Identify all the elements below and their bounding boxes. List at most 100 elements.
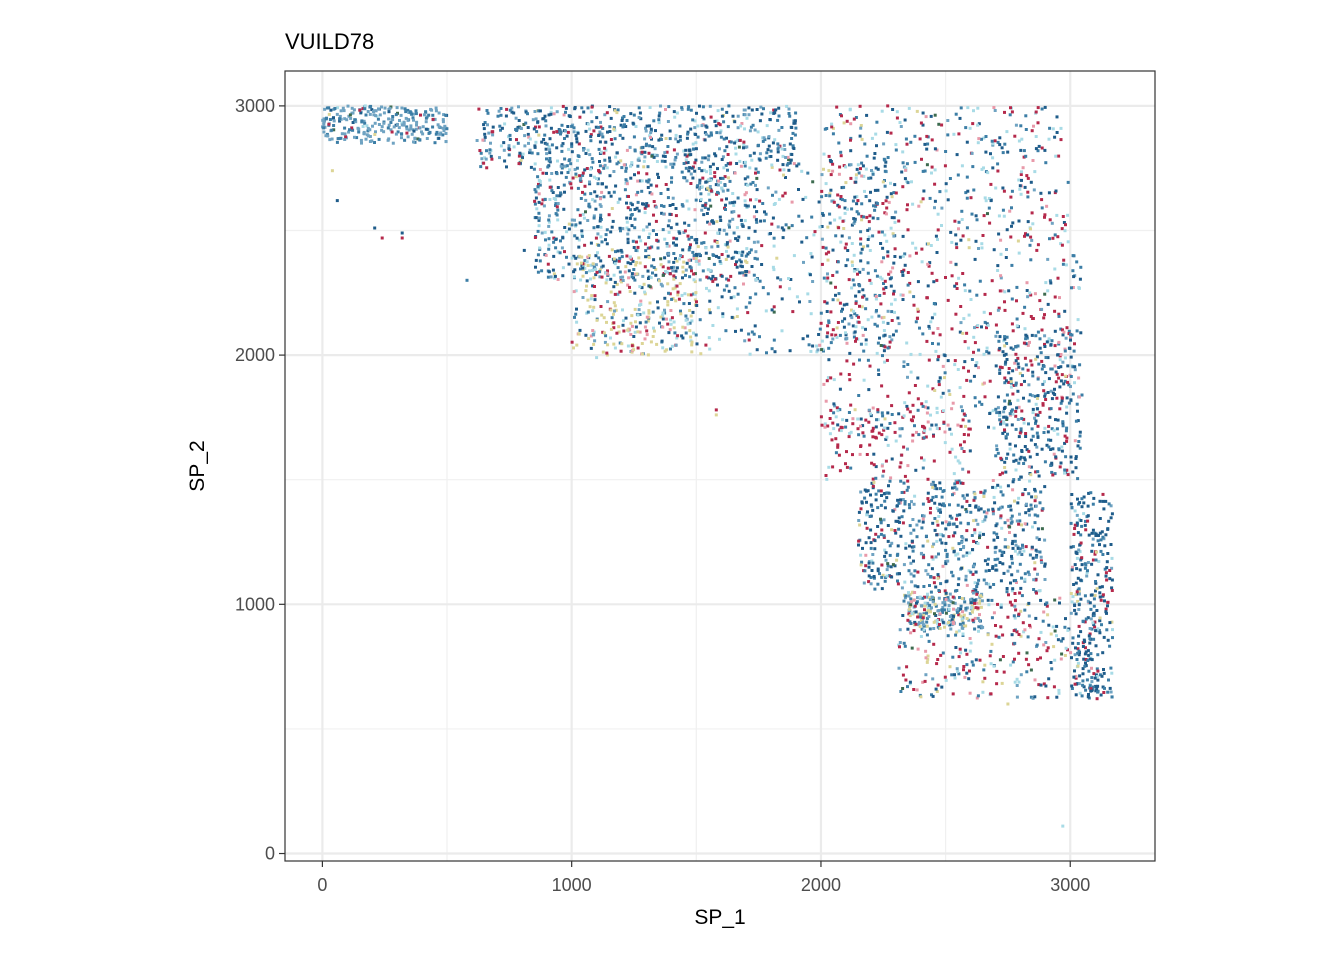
data-point xyxy=(1056,638,1060,642)
data-point xyxy=(734,263,737,266)
data-point xyxy=(770,347,774,351)
data-point xyxy=(1055,213,1059,217)
data-point xyxy=(999,422,1003,426)
data-point xyxy=(831,328,835,332)
data-point xyxy=(883,164,887,168)
data-point xyxy=(1096,689,1100,693)
data-point xyxy=(655,184,659,188)
data-point xyxy=(911,549,915,553)
data-point xyxy=(1017,219,1021,223)
data-point xyxy=(906,479,910,483)
data-point xyxy=(636,200,640,204)
data-point xyxy=(962,440,966,444)
data-point xyxy=(664,108,667,111)
data-point xyxy=(845,336,849,340)
data-point xyxy=(872,452,876,456)
data-point xyxy=(982,510,986,514)
data-point xyxy=(1024,114,1028,118)
data-point xyxy=(678,231,682,235)
data-point xyxy=(923,429,927,433)
data-point xyxy=(1061,262,1065,266)
data-point xyxy=(1081,672,1085,676)
data-point xyxy=(886,524,890,527)
data-point xyxy=(576,154,580,158)
data-point xyxy=(1083,620,1087,624)
data-point xyxy=(1072,254,1076,258)
data-point xyxy=(1043,342,1046,346)
data-point xyxy=(707,257,711,260)
data-point xyxy=(804,195,808,199)
data-point xyxy=(938,190,942,194)
data-point xyxy=(890,575,894,579)
data-point xyxy=(573,234,577,238)
data-point xyxy=(629,333,633,336)
data-point xyxy=(588,205,592,209)
data-point xyxy=(534,265,537,269)
data-point xyxy=(944,562,948,566)
data-point xyxy=(702,213,706,217)
data-point xyxy=(706,186,710,190)
data-point xyxy=(589,346,593,350)
data-point xyxy=(962,665,966,668)
data-point xyxy=(1017,461,1021,465)
data-point xyxy=(962,613,966,617)
data-point xyxy=(621,279,625,282)
data-point xyxy=(692,278,696,282)
data-point xyxy=(954,553,958,557)
data-point xyxy=(858,284,862,288)
data-point xyxy=(685,154,689,158)
data-point xyxy=(1001,493,1005,497)
data-point xyxy=(1101,499,1105,503)
data-point xyxy=(1070,286,1073,290)
data-point xyxy=(589,135,593,139)
data-point xyxy=(1022,396,1025,400)
data-point xyxy=(577,238,581,242)
data-point xyxy=(715,192,719,196)
data-point xyxy=(693,272,697,276)
data-point xyxy=(853,217,857,221)
data-point xyxy=(556,218,560,222)
data-point xyxy=(551,191,555,194)
data-point xyxy=(1034,402,1038,406)
data-point xyxy=(844,331,847,335)
data-point xyxy=(615,162,619,166)
data-point xyxy=(988,312,992,316)
data-point xyxy=(558,194,562,198)
data-point xyxy=(883,506,887,510)
data-point xyxy=(1095,609,1099,612)
data-point xyxy=(853,408,857,412)
data-point xyxy=(864,553,868,557)
data-point xyxy=(1021,528,1025,532)
data-point xyxy=(888,340,892,344)
data-point xyxy=(592,214,596,218)
data-point xyxy=(850,207,854,211)
data-point xyxy=(927,639,931,643)
data-point xyxy=(847,236,851,240)
data-point xyxy=(575,262,579,266)
data-point xyxy=(1032,124,1035,128)
data-point xyxy=(326,134,330,138)
data-point xyxy=(1089,617,1093,621)
data-point xyxy=(726,254,730,258)
data-point xyxy=(953,284,957,288)
data-point xyxy=(541,117,545,121)
data-point xyxy=(958,461,962,465)
data-point xyxy=(946,359,950,363)
data-point xyxy=(628,145,632,149)
data-point xyxy=(993,550,997,554)
data-point xyxy=(640,352,644,356)
data-point xyxy=(791,144,795,148)
data-point xyxy=(1011,480,1015,484)
data-point xyxy=(968,289,972,293)
data-point xyxy=(918,625,922,629)
data-point xyxy=(943,430,947,434)
data-point xyxy=(953,363,957,367)
data-point xyxy=(995,682,999,686)
data-point xyxy=(618,197,622,201)
data-point xyxy=(616,266,620,270)
data-point xyxy=(964,508,968,511)
data-point xyxy=(922,425,926,429)
data-point xyxy=(762,136,766,140)
data-point xyxy=(926,497,930,501)
data-point xyxy=(1013,533,1017,537)
